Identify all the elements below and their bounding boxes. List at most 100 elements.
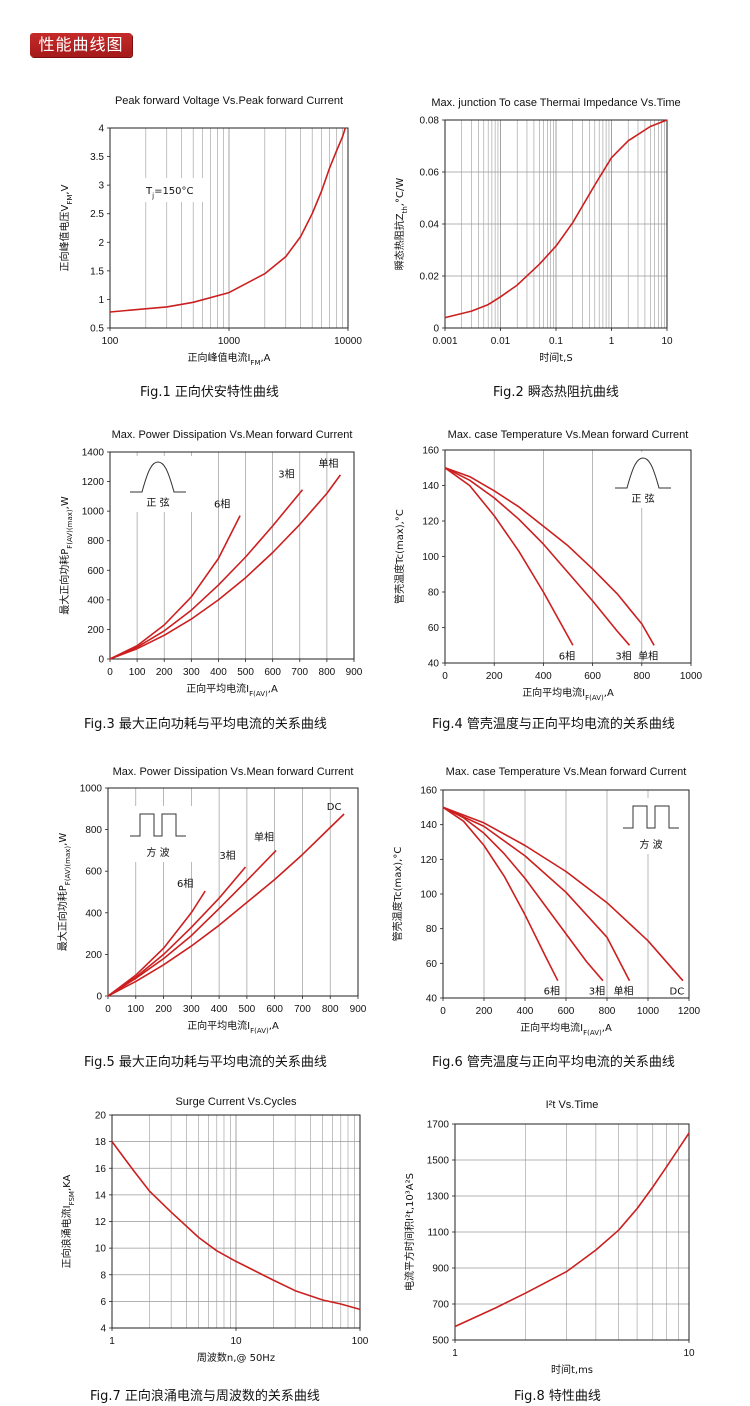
chart-fig1: Peak forward Voltage Vs.Peak forward Cur… — [0, 88, 375, 404]
y-tick-label: 0 — [98, 655, 104, 666]
y-tick-label: 1400 — [82, 448, 105, 459]
page-title-badge: 性能曲线图 — [30, 33, 132, 57]
chart-fig4: Max. case Temperature Vs.Mean forward Cu… — [375, 420, 750, 736]
chart-title: Max. case Temperature Vs.Mean forward Cu… — [446, 766, 687, 778]
caption-fig5: Fig.5 最大正向功耗与平均电流的关系曲线 — [84, 1055, 327, 1070]
inset-label: 正 弦 — [631, 492, 654, 505]
series-name-label: 3相 — [589, 985, 605, 998]
chart-title: Max. Power Dissipation Vs.Mean forward C… — [112, 429, 353, 441]
x-tick-label: 400 — [517, 1006, 534, 1017]
x-tick-label: 300 — [183, 1004, 200, 1015]
caption-fig7: Fig.7 正向浪涌电流与周波数的关系曲线 — [90, 1389, 320, 1404]
y-tick-label: 0 — [433, 324, 439, 335]
x-tick-label: 500 — [239, 1004, 256, 1015]
y-tick-label: 1200 — [82, 477, 105, 488]
y-tick-label: 14 — [95, 1190, 107, 1201]
y-tick-label: 800 — [87, 536, 104, 547]
series-line-1 — [109, 489, 304, 660]
chart-title: Max. Power Dissipation Vs.Mean forward C… — [113, 766, 354, 778]
y-tick-label: 6 — [100, 1297, 106, 1308]
x-axis-label: 正向平均电流IF(AV),A — [186, 682, 278, 698]
square-wave-icon — [623, 805, 679, 829]
chart-fig2: Max. junction To case Thermai Impedance … — [375, 88, 750, 404]
y-axis-label: 管壳温度Tc(max),°C — [391, 847, 404, 942]
x-tick-label: 100 — [129, 667, 146, 678]
annotation-text: Tj=150°C — [145, 186, 194, 200]
y-axis-label: 正向浪涌电流IFSM,KA — [60, 1174, 76, 1268]
series-line-1 — [444, 467, 631, 646]
series-line-3 — [107, 813, 345, 997]
y-tick-label: 160 — [422, 446, 439, 457]
x-tick-label: 0.1 — [549, 336, 563, 347]
x-tick-label: 1000 — [680, 671, 703, 682]
x-axis-label: 时间t,ms — [551, 1363, 593, 1376]
y-tick-label: 140 — [420, 820, 437, 831]
x-axis-label: 正向平均电流IF(AV),A — [522, 686, 614, 702]
y-tick-label: 16 — [95, 1164, 107, 1175]
x-tick-label: 300 — [183, 667, 200, 678]
chart-title: I²t Vs.Time — [546, 1099, 599, 1111]
series-line-2 — [107, 849, 277, 997]
plot-frame — [109, 451, 355, 660]
x-tick-label: 1200 — [678, 1006, 701, 1017]
y-tick-label: 1000 — [80, 784, 103, 795]
caption-fig4: Fig.4 管壳温度与正向平均电流的关系曲线 — [432, 717, 675, 732]
x-tick-label: 100 — [352, 1336, 369, 1347]
x-tick-label: 0 — [440, 1006, 446, 1017]
chart-svg-fig7: Surge Current Vs.Cycles 1 10 100 4 6 8 10 12 14 16… — [60, 1096, 369, 1364]
x-tick-label: 800 — [319, 667, 336, 678]
x-axis-label: 时间t,S — [539, 351, 572, 364]
series-line-0 — [111, 1141, 361, 1311]
series-line-0 — [107, 890, 206, 997]
y-axis-label: 最大正向功耗PF(AV)(max),W — [58, 496, 74, 615]
chart-fig6: Max. case Temperature Vs.Mean forward Cu… — [375, 758, 750, 1074]
series-line-0 — [454, 1132, 690, 1328]
y-tick-label: 80 — [426, 924, 438, 935]
inset-background — [619, 798, 685, 854]
y-tick-label: 1.5 — [90, 266, 104, 277]
y-tick-label: 2 — [98, 238, 104, 249]
y-tick-label: 4 — [100, 1324, 106, 1335]
x-tick-label: 1 — [609, 336, 615, 347]
y-tick-label: 1500 — [427, 1156, 450, 1167]
series-name-label: 6相 — [559, 649, 575, 662]
y-tick-label: 40 — [426, 994, 438, 1005]
series-line-0 — [442, 806, 559, 982]
y-tick-label: 2.5 — [90, 209, 104, 220]
y-tick-label: 0.06 — [420, 168, 440, 179]
x-tick-label: 10 — [661, 336, 673, 347]
x-tick-label: 10 — [230, 1336, 242, 1347]
chart-svg-fig8: I²t Vs.Time 1 10 500 700 900 1100 1300 1500 1700 时… — [403, 1099, 695, 1376]
series-name-label: 6相 — [214, 498, 230, 511]
y-axis-label: 最大正向功耗PF(AV)(max),W — [56, 833, 72, 952]
y-tick-label: 10 — [95, 1244, 107, 1255]
caption-fig6: Fig.6 管壳温度与正向平均电流的关系曲线 — [432, 1055, 675, 1070]
y-tick-label: 400 — [85, 908, 102, 919]
y-tick-label: 18 — [95, 1137, 107, 1148]
square-wave-icon — [130, 813, 186, 837]
y-tick-label: 120 — [422, 517, 439, 528]
chart-svg-fig6: Max. case Temperature Vs.Mean forward Cu… — [391, 766, 701, 1037]
caption-fig2: Fig.2 瞬态热阻抗曲线 — [493, 385, 619, 400]
x-tick-label: 1000 — [218, 336, 241, 347]
y-tick-label: 1300 — [427, 1192, 450, 1203]
x-tick-label: 0 — [107, 667, 113, 678]
x-tick-label: 400 — [210, 667, 227, 678]
series-name-label: 6相 — [544, 985, 560, 998]
y-tick-label: 900 — [432, 1264, 449, 1275]
x-tick-label: 600 — [264, 667, 281, 678]
series-line-2 — [444, 467, 655, 646]
chart-svg-fig3: Max. Power Dissipation Vs.Mean forward C… — [58, 429, 363, 698]
y-tick-label: 8 — [100, 1270, 106, 1281]
x-tick-label: 10 — [683, 1348, 695, 1359]
inset-background — [126, 806, 192, 862]
y-tick-label: 40 — [428, 659, 440, 670]
chart-fig5: Max. Power Dissipation Vs.Mean forward C… — [0, 758, 375, 1074]
series-name-label: DC — [670, 987, 685, 998]
inset-label: 正 弦 — [146, 496, 169, 509]
y-tick-label: 80 — [428, 588, 440, 599]
inset-label: 方 波 — [146, 846, 169, 859]
y-tick-label: 100 — [420, 890, 437, 901]
plot-frame — [107, 787, 359, 997]
x-axis-label: 正向平均电流IF(AV),A — [187, 1019, 279, 1035]
